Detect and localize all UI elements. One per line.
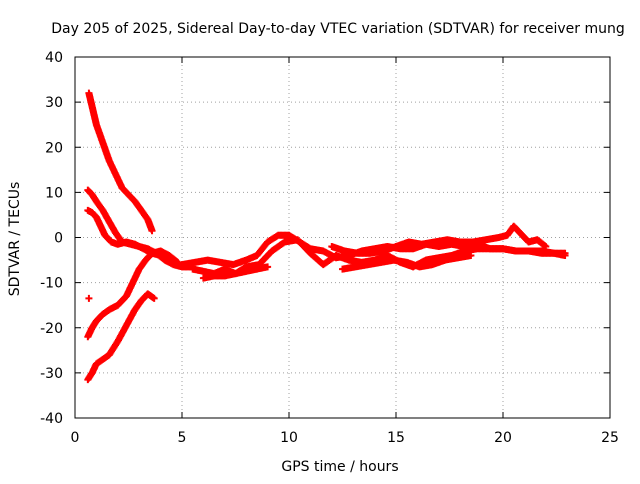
- series-track-5: [84, 290, 158, 384]
- y-tick-label: 0: [54, 231, 63, 247]
- y-tick-label: -10: [40, 276, 63, 292]
- data-point: [150, 294, 158, 302]
- y-tick-label: -40: [40, 411, 63, 427]
- data-point: [467, 252, 475, 260]
- y-tick-label: 20: [45, 140, 63, 156]
- data-point: [174, 258, 182, 266]
- chart-title: Day 205 of 2025, Sidereal Day-to-day VTE…: [51, 21, 625, 37]
- x-tick-label: 20: [494, 430, 512, 446]
- x-tick-label: 15: [387, 430, 405, 446]
- data-point: [561, 252, 569, 260]
- series-track-1: [85, 89, 156, 235]
- series-track-6: [85, 294, 93, 302]
- data-point: [264, 263, 272, 271]
- y-axis-label: SDTVAR / TECUs: [7, 182, 23, 297]
- x-axis-label: GPS time / hours: [281, 459, 398, 475]
- y-tick-label: -30: [40, 366, 63, 382]
- series-track-4: [84, 247, 182, 341]
- series-track-11: [339, 252, 475, 273]
- x-tick-label: 25: [601, 430, 619, 446]
- x-tick-label: 0: [71, 430, 80, 446]
- y-tick-label: 40: [45, 50, 63, 66]
- y-tick-label: 10: [45, 185, 63, 201]
- series-track-9: [328, 222, 550, 257]
- y-tick-label: -20: [40, 321, 63, 337]
- y-tick-label: 30: [45, 95, 63, 111]
- data-point: [542, 243, 550, 251]
- x-tick-label: 10: [280, 430, 298, 446]
- data-points: [84, 89, 569, 384]
- data-point: [148, 227, 156, 235]
- series-track-10: [199, 263, 272, 282]
- ticks: 0 5 10 15 20 25 -40 -30 -20 -10 0 10 20 30 40: [40, 50, 619, 446]
- x-tick-label: 5: [178, 430, 187, 446]
- data-point: [85, 294, 93, 302]
